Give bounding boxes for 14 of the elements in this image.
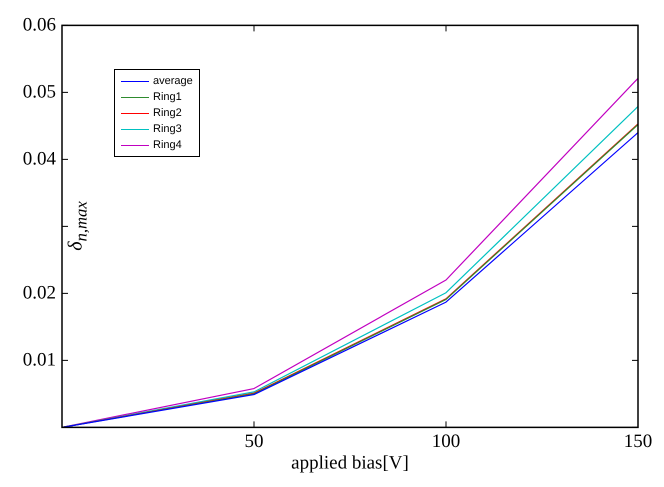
legend-label: Ring1	[153, 91, 182, 104]
legend-label: Ring4	[153, 139, 182, 152]
legend-label: Ring3	[153, 123, 182, 136]
y-tick-label: 0.05	[22, 81, 56, 102]
legend-label: Ring2	[153, 107, 182, 120]
x-tick-label: 50	[244, 430, 264, 452]
x-axis-title: applied bias[V]	[291, 452, 409, 474]
y-tick-label: 0.02	[22, 282, 56, 304]
x-tick-label: 100	[432, 430, 460, 452]
y-tick-label: 0.06	[22, 14, 56, 36]
x-tick-label: 150	[624, 430, 652, 452]
y-tick-label: 0.01	[22, 349, 56, 370]
y-tick-label: 0.04	[22, 148, 56, 170]
legend-label: average	[153, 75, 193, 88]
